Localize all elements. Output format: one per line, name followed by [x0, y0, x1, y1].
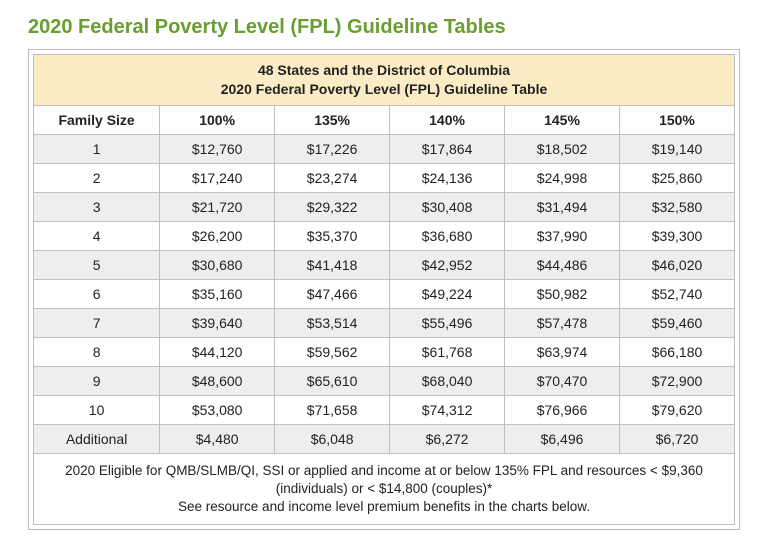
footnote-row: 2020 Eligible for QMB/SLMB/QI, SSI or ap…: [34, 453, 735, 525]
cell: $30,680: [160, 250, 275, 279]
cell: $42,952: [390, 250, 505, 279]
cell: $35,160: [160, 279, 275, 308]
table-row: 5 $30,680 $41,418 $42,952 $44,486 $46,02…: [34, 250, 735, 279]
row-label: 10: [34, 395, 160, 424]
cell: $31,494: [505, 192, 620, 221]
cell: $6,720: [619, 424, 734, 453]
cell: $39,640: [160, 308, 275, 337]
cell: $57,478: [505, 308, 620, 337]
cell: $79,620: [619, 395, 734, 424]
table-title-line2: 2020 Federal Poverty Level (FPL) Guideli…: [221, 81, 548, 97]
table-row: 10 $53,080 $71,658 $74,312 $76,966 $79,6…: [34, 395, 735, 424]
cell: $24,998: [505, 163, 620, 192]
row-label: 3: [34, 192, 160, 221]
table-row: 4 $26,200 $35,370 $36,680 $37,990 $39,30…: [34, 221, 735, 250]
cell: $26,200: [160, 221, 275, 250]
cell: $61,768: [390, 337, 505, 366]
table-row: 7 $39,640 $53,514 $55,496 $57,478 $59,46…: [34, 308, 735, 337]
footnote-cell: 2020 Eligible for QMB/SLMB/QI, SSI or ap…: [34, 453, 735, 525]
row-label: 5: [34, 250, 160, 279]
cell: $29,322: [275, 192, 390, 221]
cell: $4,480: [160, 424, 275, 453]
cell: $47,466: [275, 279, 390, 308]
cell: $50,982: [505, 279, 620, 308]
row-label: Additional: [34, 424, 160, 453]
table-row: 1 $12,760 $17,226 $17,864 $18,502 $19,14…: [34, 134, 735, 163]
row-label: 9: [34, 366, 160, 395]
cell: $72,900: [619, 366, 734, 395]
row-label: 1: [34, 134, 160, 163]
cell: $63,974: [505, 337, 620, 366]
cell: $21,720: [160, 192, 275, 221]
fpl-table: 48 States and the District of Columbia 2…: [33, 54, 735, 525]
cell: $44,120: [160, 337, 275, 366]
col-140pct: 140%: [390, 105, 505, 134]
footnote-line1: 2020 Eligible for QMB/SLMB/QI, SSI or ap…: [65, 463, 703, 496]
cell: $59,562: [275, 337, 390, 366]
cell: $41,418: [275, 250, 390, 279]
fpl-table-container: 48 States and the District of Columbia 2…: [28, 49, 740, 530]
row-label: 7: [34, 308, 160, 337]
col-150pct: 150%: [619, 105, 734, 134]
cell: $23,274: [275, 163, 390, 192]
cell: $32,580: [619, 192, 734, 221]
cell: $25,860: [619, 163, 734, 192]
cell: $46,020: [619, 250, 734, 279]
cell: $18,502: [505, 134, 620, 163]
cell: $52,740: [619, 279, 734, 308]
cell: $71,658: [275, 395, 390, 424]
col-135pct: 135%: [275, 105, 390, 134]
table-title-cell: 48 States and the District of Columbia 2…: [34, 55, 735, 106]
cell: $44,486: [505, 250, 620, 279]
cell: $19,140: [619, 134, 734, 163]
cell: $59,460: [619, 308, 734, 337]
col-145pct: 145%: [505, 105, 620, 134]
cell: $70,470: [505, 366, 620, 395]
cell: $12,760: [160, 134, 275, 163]
cell: $36,680: [390, 221, 505, 250]
col-100pct: 100%: [160, 105, 275, 134]
table-row: 3 $21,720 $29,322 $30,408 $31,494 $32,58…: [34, 192, 735, 221]
page-title: 2020 Federal Poverty Level (FPL) Guideli…: [28, 16, 740, 39]
table-row: 6 $35,160 $47,466 $49,224 $50,982 $52,74…: [34, 279, 735, 308]
cell: $6,048: [275, 424, 390, 453]
cell: $68,040: [390, 366, 505, 395]
cell: $6,496: [505, 424, 620, 453]
cell: $53,514: [275, 308, 390, 337]
table-row-additional: Additional $4,480 $6,048 $6,272 $6,496 $…: [34, 424, 735, 453]
cell: $49,224: [390, 279, 505, 308]
row-label: 6: [34, 279, 160, 308]
cell: $55,496: [390, 308, 505, 337]
cell: $30,408: [390, 192, 505, 221]
cell: $17,240: [160, 163, 275, 192]
footnote-line2: See resource and income level premium be…: [178, 499, 590, 514]
row-label: 8: [34, 337, 160, 366]
cell: $17,864: [390, 134, 505, 163]
cell: $6,272: [390, 424, 505, 453]
cell: $24,136: [390, 163, 505, 192]
cell: $53,080: [160, 395, 275, 424]
row-label: 4: [34, 221, 160, 250]
cell: $76,966: [505, 395, 620, 424]
cell: $35,370: [275, 221, 390, 250]
table-header-row: Family Size 100% 135% 140% 145% 150%: [34, 105, 735, 134]
cell: $39,300: [619, 221, 734, 250]
cell: $74,312: [390, 395, 505, 424]
cell: $66,180: [619, 337, 734, 366]
cell: $17,226: [275, 134, 390, 163]
row-label: 2: [34, 163, 160, 192]
table-title-line1: 48 States and the District of Columbia: [258, 62, 510, 78]
table-row: 2 $17,240 $23,274 $24,136 $24,998 $25,86…: [34, 163, 735, 192]
cell: $37,990: [505, 221, 620, 250]
cell: $48,600: [160, 366, 275, 395]
col-family-size: Family Size: [34, 105, 160, 134]
table-title-row: 48 States and the District of Columbia 2…: [34, 55, 735, 106]
cell: $65,610: [275, 366, 390, 395]
table-row: 8 $44,120 $59,562 $61,768 $63,974 $66,18…: [34, 337, 735, 366]
table-row: 9 $48,600 $65,610 $68,040 $70,470 $72,90…: [34, 366, 735, 395]
